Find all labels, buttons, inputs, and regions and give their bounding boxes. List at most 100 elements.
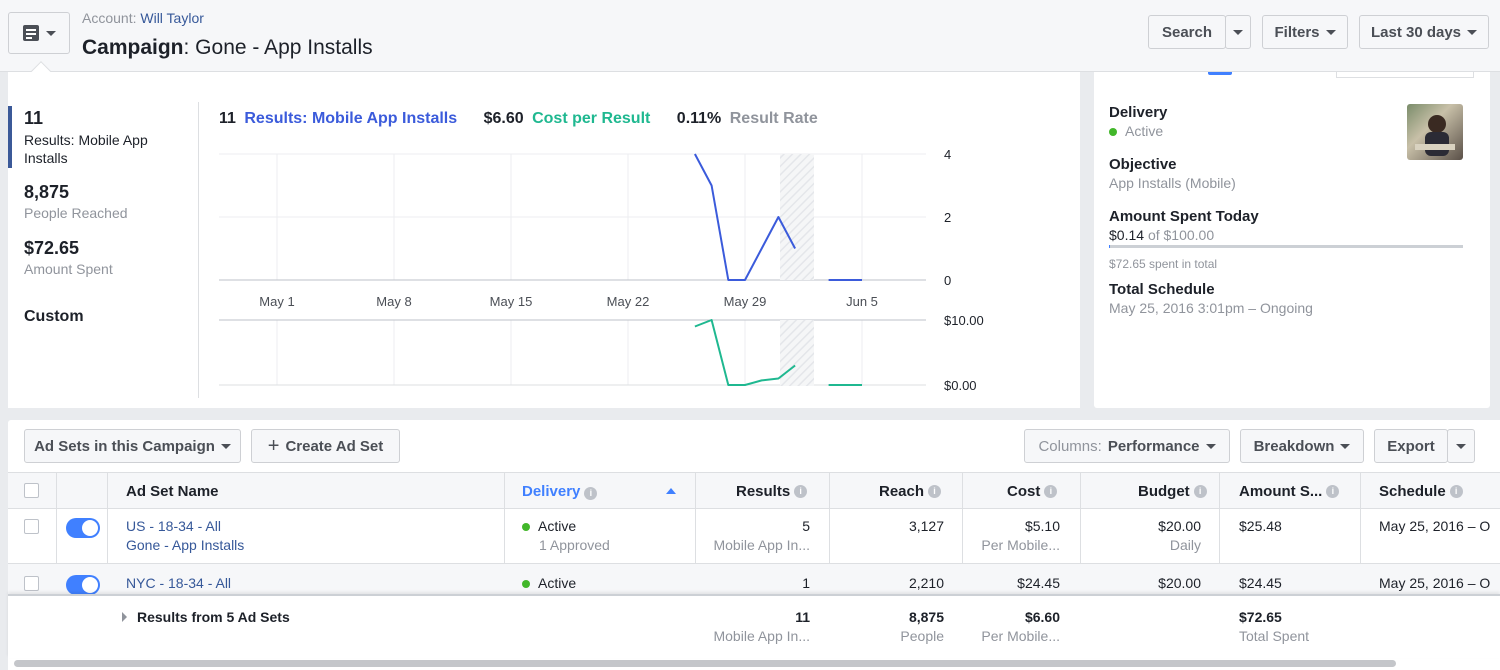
row-results-sub: Mobile App In...	[713, 537, 810, 553]
active-dot	[522, 523, 530, 531]
delivery-title: Delivery	[1109, 104, 1168, 121]
info-icon: i	[1326, 484, 1340, 498]
ad-preview-thumbnail[interactable]	[1407, 104, 1463, 160]
schedule-value: May 25, 2016 3:01pm – Ongoing	[1109, 300, 1313, 316]
details-tab-indicator	[1208, 72, 1232, 75]
col-budget-label: Budget	[1138, 482, 1190, 500]
col-cost[interactable]: Cost i	[1007, 473, 1058, 509]
totals-amount-sub: Total Spent	[1239, 628, 1310, 644]
col-budget[interactable]: Budget i	[1138, 473, 1207, 509]
row-schedule: May 25, 2016 – O	[1379, 575, 1491, 591]
x-tick-label: Jun 5	[846, 294, 878, 309]
row-checkbox[interactable]	[24, 519, 39, 534]
row-toggle-switch[interactable]	[66, 575, 100, 595]
col-reach[interactable]: Reach i	[879, 473, 942, 509]
spent-total: $72.65 spent in total	[1109, 257, 1218, 271]
col-results[interactable]: Results i	[736, 473, 808, 509]
x-tick-label: May 15	[490, 294, 533, 309]
custom-metric-button[interactable]: Custom	[24, 308, 84, 325]
date-range-label: Last 30 days	[1370, 23, 1462, 41]
row-delivery-text: Active	[538, 518, 577, 534]
row-results: 1	[802, 575, 810, 591]
info-icon: i	[1449, 484, 1463, 498]
table-row[interactable]: NYC - 18-34 - All Active 1 2,210 $24.45 …	[8, 564, 1500, 595]
row-delivery: Active	[522, 518, 576, 534]
search-dropdown-button[interactable]	[1225, 15, 1251, 49]
row-cost: $5.10	[1024, 518, 1060, 534]
results-series-line	[694, 153, 796, 281]
chevron-down-icon	[1325, 29, 1336, 35]
x-tick-label: May 1	[259, 294, 294, 309]
summary-results[interactable]: 11 Results: Mobile App Installs	[24, 108, 184, 167]
col-schedule[interactable]: Schedule i	[1379, 473, 1463, 509]
adset-campaign-link[interactable]: Gone - App Installs	[126, 537, 245, 553]
spent-today-line: $0.14 of $100.00	[1109, 227, 1214, 243]
active-dot	[1109, 128, 1117, 136]
y-tick-label: 0	[944, 273, 951, 288]
export-button[interactable]: Export	[1374, 429, 1448, 463]
schedule-title: Total Schedule	[1109, 281, 1215, 298]
summary-reach[interactable]: 8,875 People Reached	[24, 182, 184, 221]
col-amount-spent[interactable]: Amount S... i	[1239, 473, 1340, 509]
cost-series-line	[694, 319, 796, 386]
chevron-down-icon	[1456, 443, 1466, 449]
chart-results-label[interactable]: Results: Mobile App Installs	[244, 110, 458, 127]
results-chart: May 1 May 8 May 15 May 22 May 29 Jun 5 4 2 0 $10.…	[219, 147, 984, 393]
account-name-link[interactable]: Will Taylor	[140, 10, 204, 26]
info-icon: i	[928, 484, 942, 498]
row-reach: 2,210	[908, 575, 944, 591]
summary-spent-label: Amount Spent	[24, 261, 113, 277]
horizontal-scrollbar[interactable]	[14, 660, 1396, 667]
totals-amount: $72.65	[1239, 609, 1282, 625]
adset-name-link[interactable]: NYC - 18-34 - All	[126, 575, 232, 591]
chevron-down-icon	[1233, 29, 1243, 35]
columns-button[interactable]: Columns: Performance	[1024, 429, 1230, 463]
info-icon: i	[1044, 484, 1058, 498]
campaign-menu-button[interactable]	[8, 12, 70, 54]
y-tick-label: $0.00	[944, 378, 977, 393]
summary-spent[interactable]: $72.65 Amount Spent	[24, 238, 184, 277]
details-tab-strip	[1336, 72, 1474, 78]
table-row[interactable]: US - 18-34 - All Gone - App Installs Act…	[8, 509, 1500, 564]
create-adset-label: Create Ad Set	[285, 437, 384, 455]
col-adset-name[interactable]: Ad Set Name	[126, 473, 219, 509]
breakdown-button[interactable]: Breakdown	[1240, 429, 1364, 463]
search-button[interactable]: Search	[1148, 15, 1226, 49]
page-title: Campaign: Gone - App Installs	[82, 36, 373, 60]
col-amount-label: Amount S...	[1239, 482, 1323, 500]
active-dot	[522, 580, 530, 588]
chevron-down-icon	[220, 443, 231, 449]
totals-reach-sub: People	[900, 628, 944, 644]
date-range-button[interactable]: Last 30 days	[1359, 15, 1489, 49]
chevron-down-icon	[1340, 443, 1351, 449]
spent-progress-fill	[1109, 245, 1110, 248]
row-checkbox[interactable]	[24, 576, 39, 591]
columns-prefix: Columns:	[1038, 437, 1102, 455]
col-reach-label: Reach	[879, 482, 925, 500]
y-tick-label: 4	[944, 147, 951, 162]
chart-cpr-label[interactable]: Cost per Result	[532, 110, 651, 127]
row-budget[interactable]: $20.00	[1158, 575, 1201, 591]
chart-rate-label[interactable]: Result Rate	[729, 110, 818, 127]
partial-day-hatch	[780, 154, 814, 280]
account-label: Account:	[82, 10, 137, 26]
row-budget-sub: Daily	[1169, 537, 1201, 553]
col-results-label: Results	[736, 482, 791, 500]
col-delivery[interactable]: Delivery i	[522, 473, 676, 509]
row-delivery-text: Active	[538, 575, 577, 591]
chart-rate-value: 0.11%	[676, 110, 722, 127]
export-dropdown-button[interactable]	[1447, 429, 1475, 463]
x-tick-label: May 22	[607, 294, 650, 309]
row-toggle-switch[interactable]	[66, 518, 100, 538]
adset-name-link[interactable]: US - 18-34 - All	[126, 518, 221, 534]
export-label: Export	[1387, 437, 1435, 455]
totals-results-sub: Mobile App In...	[713, 628, 810, 644]
filters-button[interactable]: Filters	[1262, 15, 1348, 49]
select-all-checkbox[interactable]	[24, 483, 39, 498]
row-budget[interactable]: $20.00	[1158, 518, 1201, 534]
row-amount: $25.48	[1239, 518, 1282, 534]
create-adset-button[interactable]: + Create Ad Set	[251, 429, 400, 463]
adsets-filter-button[interactable]: Ad Sets in this Campaign	[24, 429, 241, 463]
totals-label[interactable]: Results from 5 Ad Sets	[122, 609, 290, 625]
campaign-name: : Gone - App Installs	[183, 36, 373, 59]
